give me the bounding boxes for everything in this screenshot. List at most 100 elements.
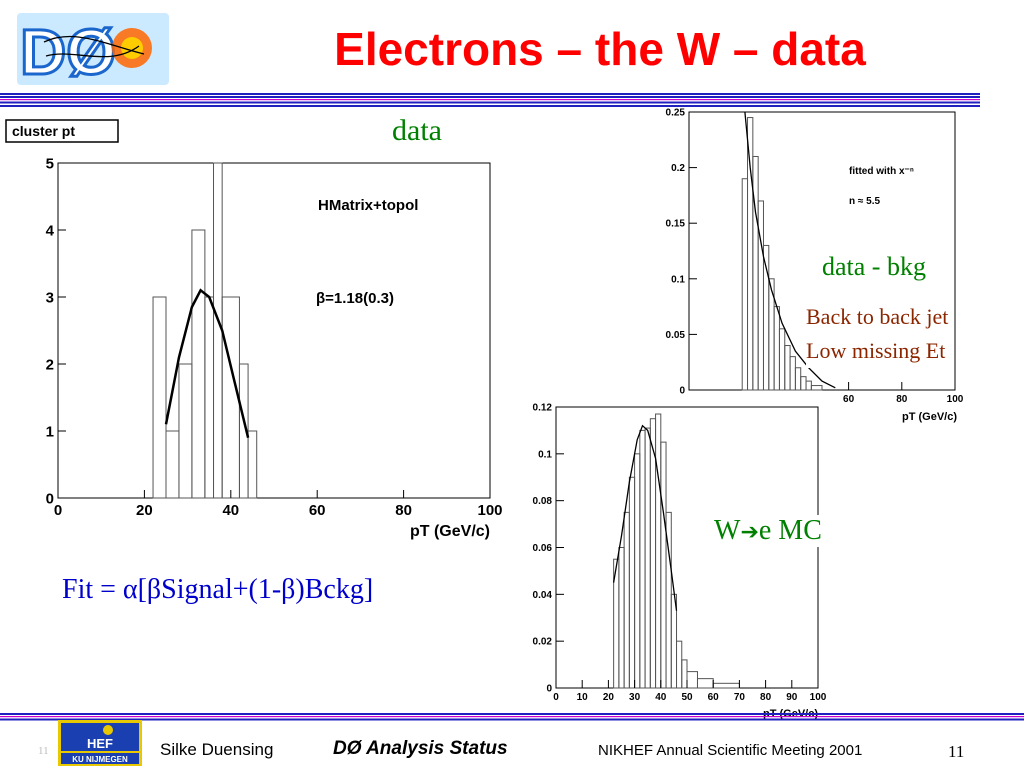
histogram-bin bbox=[639, 429, 646, 689]
w-to-e-mc-label: W➔e MC bbox=[712, 515, 824, 547]
histogram-bin bbox=[178, 363, 193, 499]
x-tick-label: 100 bbox=[947, 394, 964, 405]
footer-author: Silke Duensing bbox=[160, 740, 274, 759]
y-tick-label: 4 bbox=[46, 222, 55, 239]
histogram-bin bbox=[634, 453, 641, 689]
x-tick-label: 100 bbox=[477, 502, 502, 519]
y-tick-label: 3 bbox=[46, 289, 54, 306]
x-tick-label: 80 bbox=[760, 692, 772, 703]
x-tick-label: 90 bbox=[786, 692, 798, 703]
histogram-bin bbox=[676, 640, 683, 689]
y-tick-label: 0.02 bbox=[533, 637, 553, 648]
fit-exponent: n ≈ 5.5 bbox=[849, 196, 880, 207]
cluster-pt-label: cluster pt bbox=[12, 123, 75, 139]
fit-description: fitted with x⁻ⁿ bbox=[849, 166, 914, 177]
x-tick-label: 10 bbox=[577, 692, 589, 703]
x-tick-label: 60 bbox=[708, 692, 720, 703]
data-bkg-label: data - bkg bbox=[822, 252, 926, 282]
ku-nijmegen-text: KU NIJMEGEN bbox=[72, 755, 128, 764]
histogram-bin bbox=[618, 547, 625, 689]
note-line-2: Low missing Et bbox=[806, 338, 946, 363]
cluster-pt-histogram: 0 1 2 3 4 5 0 20 40 60 80 100 pT (GeV/c) cluster pt HM… bbox=[5, 119, 503, 540]
histogram-bin bbox=[628, 476, 636, 689]
histogram-bin bbox=[660, 441, 667, 689]
cluster-pt-box bbox=[5, 119, 119, 143]
histogram-bin bbox=[655, 413, 662, 689]
hef-logo: HEF KU NIJMEGEN bbox=[58, 720, 142, 766]
plot-frame bbox=[57, 162, 491, 499]
fit-formula: Fit = α[βSignal+(1-β)Bckg] bbox=[62, 574, 374, 605]
x-tick-label: 30 bbox=[629, 692, 641, 703]
histogram-bin bbox=[681, 659, 688, 689]
hef-text: HEF bbox=[87, 736, 113, 751]
d0-logo-graphic: DØ bbox=[17, 13, 169, 90]
y-tick-label: 0.15 bbox=[666, 219, 686, 230]
logo: DØ bbox=[14, 8, 174, 90]
footer-page-number: 11 bbox=[948, 742, 965, 761]
w-label: W bbox=[714, 515, 741, 546]
x-tick-label: 0 bbox=[553, 692, 559, 703]
y-tick-label: 0.1 bbox=[671, 274, 685, 285]
back-to-back-note: Back to back jet Low missing Et bbox=[806, 300, 949, 368]
histogram-bin bbox=[165, 430, 180, 499]
x-tick-label: 60 bbox=[309, 502, 326, 519]
bottom-divider bbox=[0, 713, 1024, 721]
histogram-bin bbox=[800, 376, 807, 391]
histogram-bin bbox=[789, 356, 796, 391]
x-tick-label: 0 bbox=[54, 502, 62, 519]
fit-curve bbox=[612, 424, 678, 611]
histogram-bin bbox=[741, 178, 749, 391]
footer-meeting: NIKHEF Annual Scientific Meeting 2001 bbox=[598, 742, 863, 759]
y-tick-label: 0.05 bbox=[666, 330, 686, 341]
top-divider bbox=[0, 93, 980, 107]
y-tick-label: 0.06 bbox=[533, 543, 553, 554]
histogram-bin bbox=[696, 678, 714, 689]
y-tick-label: 0.25 bbox=[666, 108, 686, 119]
y-tick-label: 0.2 bbox=[671, 163, 685, 174]
footer-talk-title: DØ Analysis Status bbox=[333, 738, 508, 759]
histogram-bin bbox=[747, 117, 754, 391]
e-mc-label: e MC bbox=[758, 515, 822, 546]
x-tick-label: 40 bbox=[222, 502, 239, 519]
beta-annotation: β=1.18(0.3) bbox=[316, 290, 394, 307]
x-tick-label: 40 bbox=[655, 692, 667, 703]
histogram-bin bbox=[810, 385, 823, 391]
hef-logo-graphic: HEF KU NIJMEGEN bbox=[58, 720, 142, 766]
cluster-pt-plot: 0 1 2 3 4 5 0 20 40 60 80 100 pT (GeV/c) cluster pt HM… bbox=[0, 108, 520, 558]
x-tick-label: 80 bbox=[896, 394, 908, 405]
note-line-1: Back to back jet bbox=[806, 304, 949, 329]
slide-title: Electrons – the W – data bbox=[334, 23, 866, 75]
histogram-bin bbox=[152, 296, 167, 499]
y-tick-label: 0.04 bbox=[533, 590, 553, 601]
histogram-bin bbox=[649, 418, 657, 689]
data-minus-bkg-plot: 0 0.05 0.1 0.15 0.2 0.25 60 80 100 pT (GeV/c) fitt… bbox=[655, 100, 985, 430]
y-tick-label: 2 bbox=[46, 356, 54, 373]
y-tick-label: 1 bbox=[46, 423, 54, 440]
x-tick-label: 100 bbox=[810, 692, 827, 703]
x-axis-label: pT (GeV/c) bbox=[902, 411, 957, 423]
histogram-bin bbox=[221, 296, 240, 499]
y-tick-label: 0 bbox=[546, 684, 552, 695]
histogram-bin bbox=[623, 511, 630, 689]
histogram-bin bbox=[784, 345, 791, 391]
x-axis-label: pT (GeV/c) bbox=[410, 523, 490, 540]
logo-text: DØ bbox=[20, 16, 116, 88]
x-tick-label: 70 bbox=[734, 692, 746, 703]
x-tick-label: 80 bbox=[395, 502, 412, 519]
y-tick-label: 0 bbox=[46, 490, 54, 507]
x-tick-label: 50 bbox=[681, 692, 693, 703]
y-tick-label: 0.08 bbox=[533, 496, 553, 507]
w-to-e-mc-histogram: 0 0.02 0.04 0.06 0.08 0.1 0.12 0 10 20 30 40 50 60 70 8… bbox=[533, 403, 827, 721]
histogram-bin bbox=[204, 296, 215, 499]
arrow-right-icon: ➔ bbox=[740, 519, 759, 544]
w-to-e-mc-plot: 0 0.02 0.04 0.06 0.08 0.1 0.12 0 10 20 30 40 50 60 70 8… bbox=[520, 395, 845, 721]
x-tick-label: 60 bbox=[843, 394, 855, 405]
small-page-number: 11 bbox=[38, 745, 49, 757]
x-tick-label: 20 bbox=[603, 692, 615, 703]
x-tick-label: 20 bbox=[136, 502, 153, 519]
histogram-bin bbox=[773, 306, 780, 391]
plot-frame bbox=[555, 406, 819, 689]
histogram-bin bbox=[712, 682, 740, 689]
hmatrix-annotation: HMatrix+topol bbox=[318, 197, 418, 214]
y-tick-label: 0.12 bbox=[533, 403, 553, 414]
